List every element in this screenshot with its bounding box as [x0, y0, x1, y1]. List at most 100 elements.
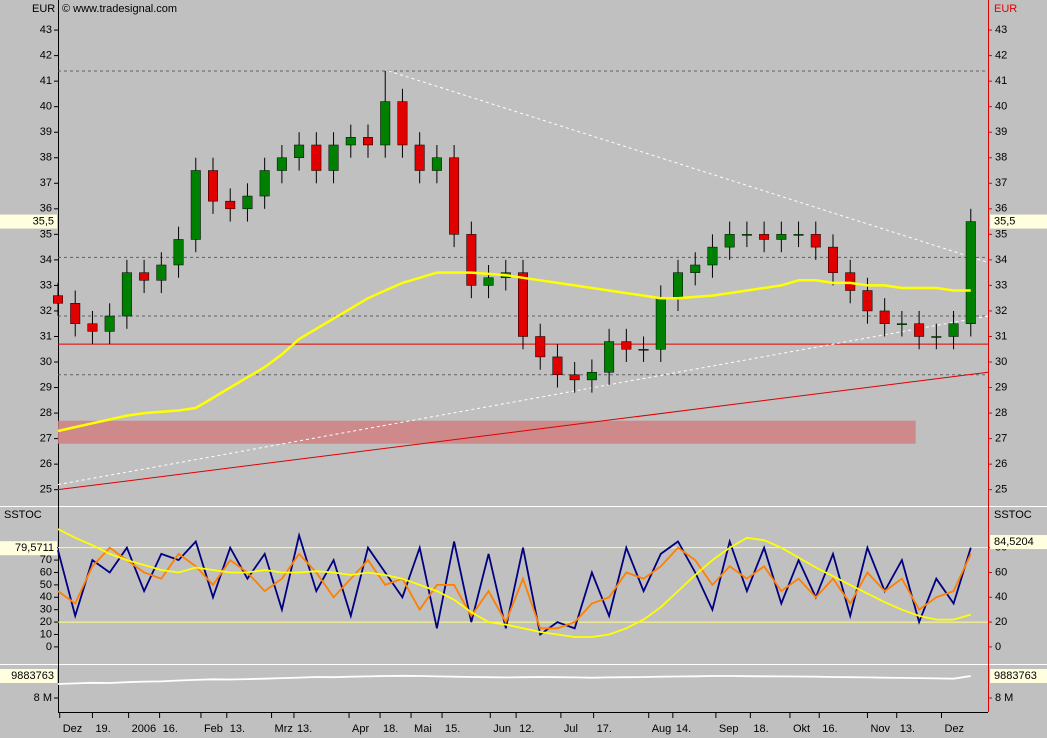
candle-body [724, 234, 735, 248]
candle-body [828, 246, 838, 273]
y-tick-label-right: 29 [995, 381, 1007, 393]
trend-line [388, 70, 989, 263]
candle-body [363, 137, 373, 146]
candle-body [518, 272, 528, 337]
candle-body [741, 234, 752, 236]
candle-body [449, 157, 460, 235]
last-value-box [0, 541, 57, 556]
candle-body [845, 272, 856, 291]
y-tick-label: 41 [40, 75, 52, 87]
y-tick-label-right: 0 [995, 641, 1001, 653]
x-tick-label: Aug [652, 723, 672, 735]
x-tick-label: Nov [870, 723, 890, 735]
y-tick-label: 37 [40, 177, 52, 189]
x-tick-label: Dez [945, 723, 965, 735]
candle-body [328, 144, 339, 171]
candle-body [87, 323, 98, 332]
plot-area [58, 2, 988, 712]
candle-body [621, 341, 632, 350]
y-tick-label: 34 [40, 254, 52, 266]
panel-title-left: SSTOC [4, 509, 42, 521]
panel-title-right: SSTOC [994, 509, 1032, 521]
series-line [57, 546, 972, 630]
y-tick-label: 32 [40, 305, 52, 317]
candle-body [604, 341, 615, 373]
candle-body [104, 315, 115, 332]
candle-body [225, 200, 236, 210]
candle-body [311, 144, 322, 171]
y-tick-label: 70 [40, 554, 52, 566]
y-tick-label-right: 40 [995, 591, 1007, 603]
candle-body [914, 323, 925, 337]
last-value-box [0, 668, 57, 683]
series-line [57, 528, 972, 638]
y-tick-label: 29 [40, 381, 52, 393]
y-tick-label: 43 [40, 24, 52, 36]
y-tick-label-right: 27 [995, 433, 1007, 445]
candle-body [397, 101, 408, 146]
trend-line [57, 315, 989, 486]
y-tick-label: 28 [40, 407, 52, 419]
candle-body [294, 144, 305, 159]
trend-line [57, 371, 989, 491]
y-tick-label: 33 [40, 279, 52, 291]
last-value-box [990, 214, 1047, 229]
y-tick-label: 26 [40, 458, 52, 470]
y-tick-label-right: 26 [995, 458, 1007, 470]
x-tick-label: 16. [822, 723, 837, 735]
last-value-label: 9883763 [11, 670, 54, 682]
candle-body [242, 195, 253, 210]
y-tick-label-right: 8 M [995, 692, 1013, 704]
last-value-label: 79,5711 [15, 542, 54, 554]
y-tick-label: 10 [40, 628, 52, 640]
x-tick-label: 13. [900, 723, 915, 735]
x-tick-label: Mrz [275, 723, 293, 735]
x-tick-label: Apr [352, 723, 369, 735]
y-tick-label: 40 [40, 591, 52, 603]
candle-body [431, 157, 442, 171]
candle-body [380, 101, 391, 146]
y-tick-label: 39 [40, 126, 52, 138]
series-line [57, 271, 971, 433]
candle-body [707, 246, 718, 266]
last-value-box [990, 668, 1047, 683]
currency-right: EUR [994, 3, 1017, 15]
last-value-label: 35,5 [33, 215, 54, 227]
x-tick-label: 13. [230, 723, 245, 735]
candle-body [776, 234, 787, 240]
x-tick-label: 13. [297, 723, 312, 735]
candle-body [345, 137, 356, 146]
y-tick-label: 35 [40, 228, 52, 240]
y-tick-label-right: 25 [995, 484, 1007, 496]
candle-body [931, 336, 942, 338]
candle-body [53, 295, 63, 304]
y-tick-label: 42 [40, 50, 52, 62]
candle-body [276, 157, 287, 171]
last-value-box [990, 535, 1047, 550]
y-tick-label: 8 M [34, 692, 52, 704]
candle-body [862, 290, 873, 312]
y-tick-label: 20 [40, 616, 52, 628]
last-value-label: 9883763 [994, 670, 1037, 682]
candle-body [793, 234, 804, 236]
y-tick-label: 36 [40, 203, 52, 215]
candle-body [638, 348, 649, 351]
y-tick-label: 0 [46, 641, 52, 653]
last-value-box [0, 214, 57, 229]
y-tick-label-right: 33 [995, 279, 1007, 291]
last-value-label: 84,5204 [994, 536, 1034, 548]
candle-body [414, 144, 425, 171]
candle-body [948, 323, 959, 337]
candle-body [586, 371, 597, 381]
x-tick-label: Feb [204, 723, 223, 735]
y-tick-label-right: 39 [995, 126, 1007, 138]
y-tick-label-right: 20 [995, 616, 1007, 628]
candle-body [173, 239, 184, 266]
candle-body [156, 264, 167, 281]
x-tick-label: Okt [793, 723, 810, 735]
y-tick-label: 25 [40, 484, 52, 496]
candle-body [759, 234, 770, 240]
candle-body [190, 170, 201, 240]
x-tick-label: 18. [383, 723, 398, 735]
